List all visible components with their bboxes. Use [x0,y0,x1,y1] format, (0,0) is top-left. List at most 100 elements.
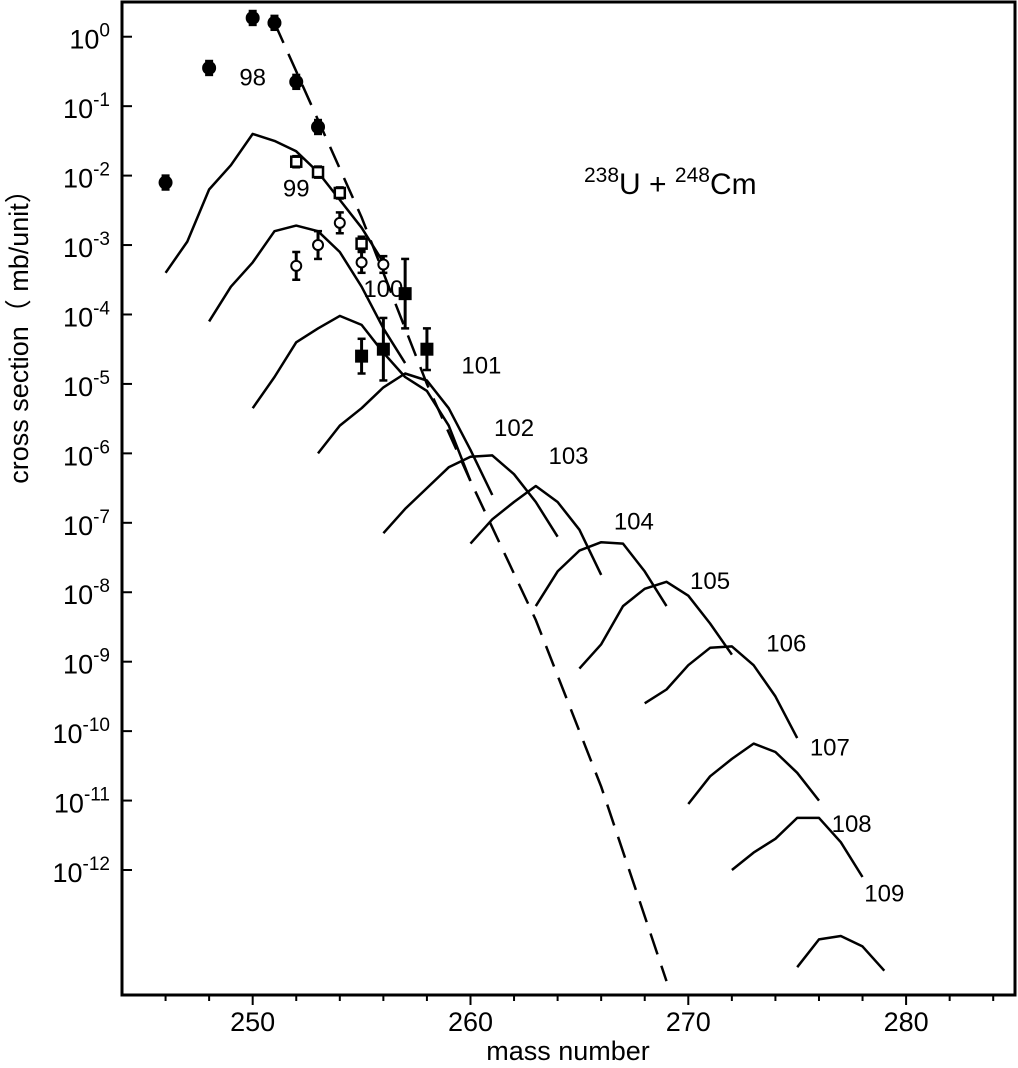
open-square-point [311,165,325,179]
open-circle-point [355,256,368,269]
reaction-symbol1: U [619,168,641,201]
y-tick-label: 10-4 [63,298,110,332]
y-tick-label: 10-9 [63,646,110,680]
filled-circle-point [245,10,260,25]
y-tick-label: 10-12 [52,854,110,888]
y-tick-exponent: 0 [99,21,110,42]
y-tick-label: 10-2 [63,160,110,194]
y-tick-label: 10-5 [63,368,110,402]
y-tick-exponent: -11 [84,785,110,806]
filled-circle-point [202,60,217,75]
curve-label-z102: 102 [494,415,534,442]
y-tick-base: 10 [63,94,93,124]
x-tick-label: 260 [448,1007,493,1037]
curve-label-z106: 106 [766,630,806,657]
y-tick-label: 10-8 [63,576,110,610]
filled-square-point [376,342,390,356]
curve-label-z99: 99 [283,175,310,202]
y-tick-exponent: -10 [83,715,110,736]
y-tick-exponent: -1 [93,90,110,111]
curve-label-z109: 109 [864,880,904,907]
y-tick-exponent: -3 [93,229,110,250]
curve-z106 [644,645,799,739]
y-tick-base: 10 [63,580,93,610]
y-tick-base: 10 [63,650,93,680]
open-circle-point [377,258,390,271]
reaction-annotation: 238U + 248Cm [584,164,757,201]
curve-label-z98: 98 [239,64,266,91]
y-tick-base: 10 [63,302,93,332]
curve-z109 [796,934,886,972]
curve-z102 [382,454,559,538]
y-tick-label: 10-3 [63,229,110,263]
y-tick-base: 10 [52,858,82,888]
open-circle-point [312,239,325,252]
curve-label-z101: 101 [461,353,501,380]
y-tick-base: 10 [54,789,84,819]
curve-label-z108: 108 [832,811,872,838]
x-tick-label: 270 [666,1007,711,1037]
reaction-symbol2: Cm [710,168,757,201]
model-curves [164,132,886,972]
y-tick-exponent: -12 [83,854,110,875]
y-tick-label: 10-11 [54,785,110,819]
open-square-point [333,186,347,200]
filled-square-point [420,342,434,356]
reaction-plus: + [641,168,675,201]
filled-circle-point [158,175,173,190]
y-tick-base: 10 [63,164,93,194]
filled-square-point [355,349,369,363]
curve-label-z105: 105 [690,568,730,595]
y-tick-exponent: -5 [93,368,110,389]
open-square-point [289,155,303,168]
y-tick-exponent: -9 [93,646,110,667]
curve-z103 [469,484,603,576]
y-tick-base: 10 [52,719,82,749]
y-tick-label: 10-10 [52,715,110,749]
y-tick-exponent: -6 [93,437,110,458]
dashed-trend-line [273,22,668,982]
axes: 250 260 270 28010010-110-210-310-410-510-61… [52,0,1017,1037]
open-circle-point [290,259,303,272]
y-tick-label: 10-7 [63,507,110,541]
curve-z101 [317,372,494,496]
y-axis-title: cross section（ mb/unit） [4,176,34,484]
y-tick-exponent: -4 [93,298,110,319]
open-square-point [355,237,368,250]
y-tick-base: 10 [63,441,93,471]
open-circle-point [333,216,346,229]
y-tick-base: 10 [63,372,93,402]
curve-label-z104: 104 [614,509,654,536]
curve-label-z107: 107 [810,734,850,761]
curve-z99 [208,224,407,364]
filled-circle-point [267,15,282,30]
x-axis-title: mass number [486,1036,650,1066]
curve-z108 [731,816,864,878]
curve-z105 [578,580,733,670]
filled-circle-point [311,119,326,134]
x-tick-label: 250 [230,1007,275,1037]
y-tick-exponent: -8 [93,576,110,597]
y-tick-exponent: -7 [93,507,110,528]
curve-z107 [687,742,820,805]
plot-frame [120,0,1017,997]
x-tick-label: 280 [884,1007,929,1037]
curve-z98 [164,132,385,274]
curve-label-z103: 103 [548,443,588,470]
y-tick-base: 10 [63,511,93,541]
reaction-mass2: 248 [675,164,710,187]
y-tick-base: 10 [63,233,93,263]
curve-label-z100: 100 [363,276,403,303]
curve-z104 [534,540,668,607]
y-tick-label: 10-6 [63,437,110,471]
dashed-trend [273,22,668,982]
filled-square-point [398,287,412,301]
y-tick-exponent: -2 [93,160,110,181]
y-tick-label: 10-1 [63,90,110,124]
y-tick-label: 100 [69,21,110,55]
labels: 98 99 100 101 102 103 104 105 106 107 108 109 [239,64,904,907]
y-tick-base: 10 [69,25,99,55]
data-points [158,9,434,382]
reaction-mass1: 238 [584,164,619,187]
